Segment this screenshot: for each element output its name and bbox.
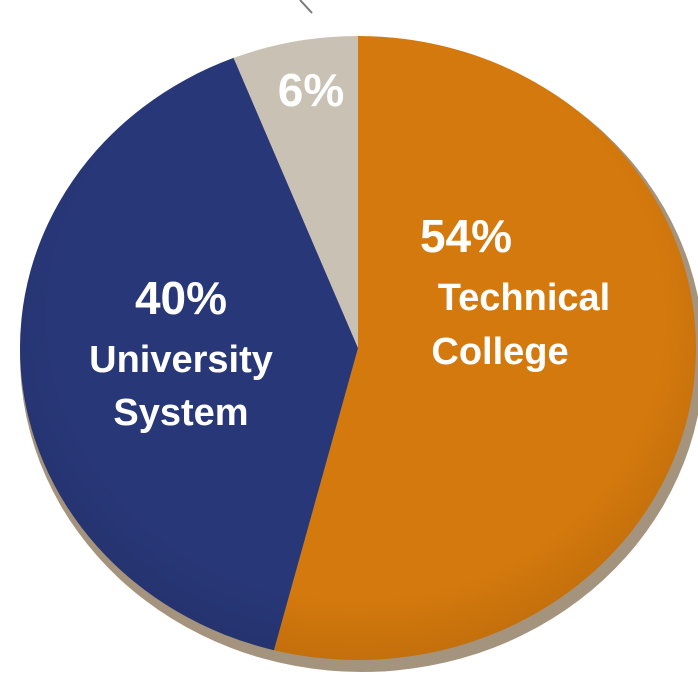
slice-university-system-label-line-2: System xyxy=(113,392,248,434)
slice-university-system-percent: 40% xyxy=(135,272,227,324)
slice-other-percent: 6% xyxy=(278,64,344,116)
slice-university-system-label-line-1: University xyxy=(89,339,273,381)
leader-line xyxy=(299,0,313,14)
slice-technical-college-label-line-1: Technical xyxy=(438,277,610,319)
pie-labels: 54% Technical College 40% University Sys… xyxy=(89,64,610,434)
slice-technical-college-label-line-2: College xyxy=(431,331,568,373)
slice-technical-college-percent: 54% xyxy=(420,210,512,262)
